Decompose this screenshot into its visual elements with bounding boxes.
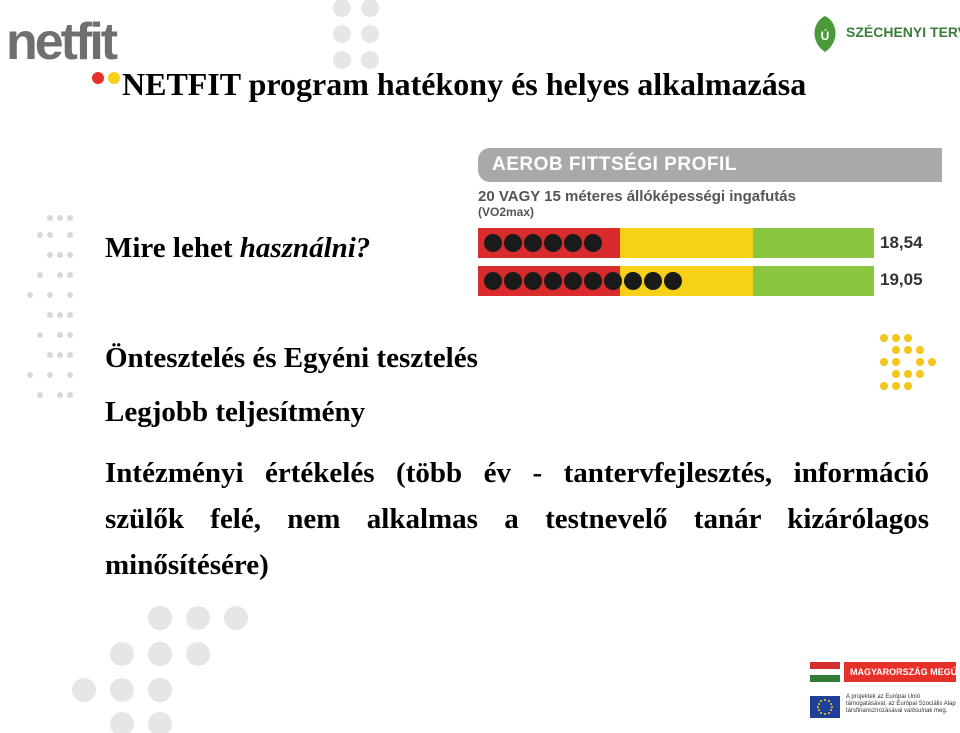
dot-pattern-top-icon bbox=[333, 0, 379, 69]
hungarian-flag-icon bbox=[810, 662, 840, 682]
zone-green bbox=[753, 228, 874, 258]
result-dot bbox=[644, 272, 662, 290]
netfit-logo-text: netfit bbox=[6, 13, 118, 71]
bullet-self-testing: Öntesztelés és Egyéni tesztelés bbox=[105, 342, 478, 374]
zone-green bbox=[753, 266, 874, 296]
result-dot bbox=[524, 272, 542, 290]
szechenyi-leaf-icon: Ú bbox=[814, 16, 836, 52]
result-dot bbox=[564, 272, 582, 290]
result-dot bbox=[584, 272, 602, 290]
svg-text:Ú: Ú bbox=[821, 28, 830, 43]
result-dot bbox=[484, 234, 502, 252]
dot-pattern-right-icon bbox=[880, 334, 936, 390]
profile-unit: (VO2max) bbox=[478, 205, 535, 219]
result-dot bbox=[624, 272, 642, 290]
zone-yellow bbox=[620, 228, 753, 258]
bullet-institutional-evaluation: Intézményi értékelés (több év - tantervf… bbox=[105, 457, 929, 581]
result-dot bbox=[544, 234, 562, 252]
profile-bar-row-2 bbox=[478, 266, 874, 296]
magyarorszag-megujul-banner: MAGYARORSZÁG MEGÚJUL bbox=[844, 662, 960, 682]
profile-value-1: 18,54 bbox=[880, 233, 923, 252]
netfit-logo: netfit bbox=[6, 10, 146, 90]
result-dot bbox=[544, 272, 562, 290]
profile-banner-text: AEROB FITTSÉGI PROFIL bbox=[492, 154, 737, 175]
dot-pattern-bottom-icon bbox=[72, 606, 248, 733]
result-dot bbox=[584, 234, 602, 252]
profile-value-2: 19,05 bbox=[880, 270, 923, 289]
result-dot bbox=[604, 272, 622, 290]
page-title: NETFIT program hatékony és helyes alkalm… bbox=[122, 66, 807, 102]
bullet-best-performance: Legjobb teljesítmény bbox=[105, 396, 366, 428]
profile-banner: AEROB FITTSÉGI PROFIL bbox=[478, 148, 942, 182]
profile-bar-row-1 bbox=[478, 228, 874, 258]
result-dot bbox=[524, 234, 542, 252]
result-dot bbox=[564, 234, 582, 252]
szechenyi-terv-text: SZÉCHENYI TERV bbox=[846, 24, 960, 40]
result-dot bbox=[484, 272, 502, 290]
zone-yellow bbox=[620, 266, 753, 296]
usage-question-plain: Mire lehet bbox=[105, 232, 240, 264]
result-dot bbox=[504, 234, 522, 252]
result-dots bbox=[484, 234, 602, 252]
eu-funding-text: A projektek az Európai Unió támogatásáva… bbox=[846, 694, 956, 714]
logo-dots-icon bbox=[92, 72, 134, 84]
result-dots bbox=[484, 272, 682, 290]
result-dot bbox=[504, 272, 522, 290]
profile-subtitle: 20 VAGY 15 méteres állóképességi ingafut… bbox=[478, 188, 796, 205]
eu-flag-icon bbox=[810, 696, 840, 718]
result-dot bbox=[664, 272, 682, 290]
dot-pattern-left-icon bbox=[27, 215, 73, 398]
usage-question-italic: használni? bbox=[239, 232, 371, 264]
eu-funding-logo: MAGYARORSZÁG MEGÚJUL A projektek az Euró… bbox=[808, 658, 960, 724]
szechenyi-terv-logo: Ú SZÉCHENYI TERV bbox=[808, 14, 960, 60]
usage-question: Mire lehet használni? bbox=[105, 232, 370, 265]
aerob-fitness-profile: AEROB FITTSÉGI PROFIL 20 VAGY 15 méteres… bbox=[478, 148, 942, 300]
